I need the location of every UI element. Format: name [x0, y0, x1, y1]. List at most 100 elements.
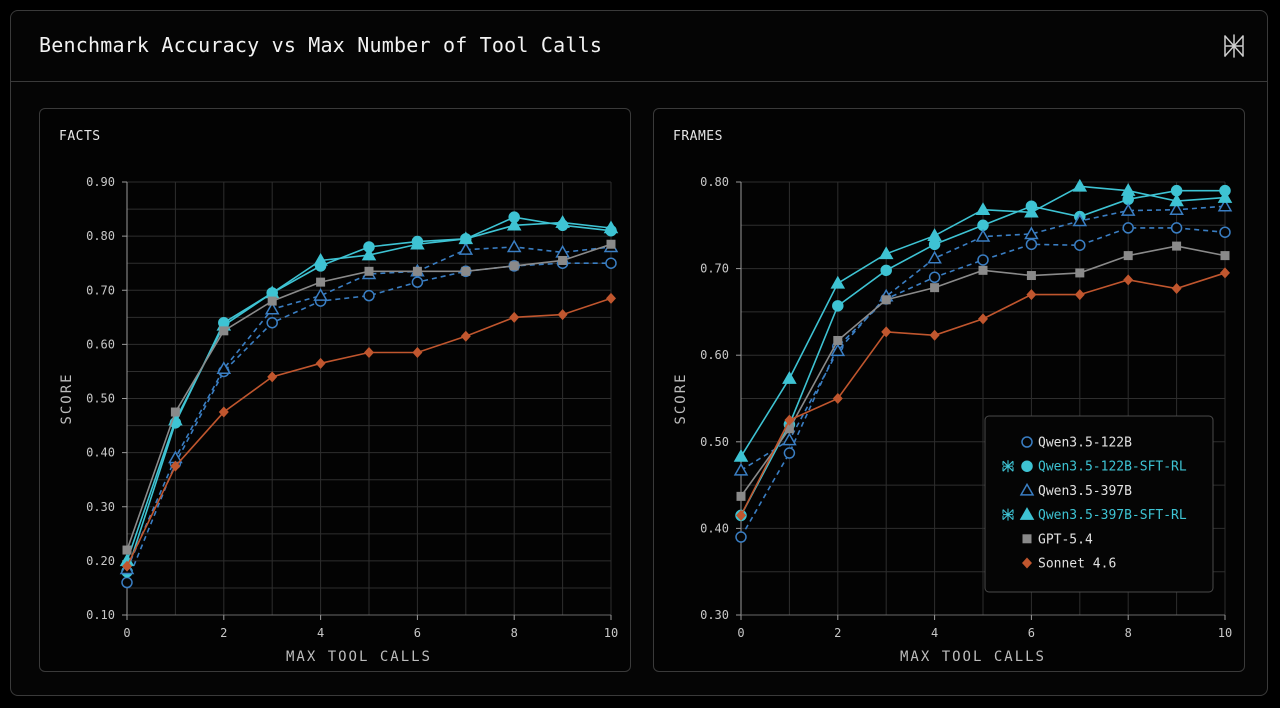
- data-point: [1123, 251, 1133, 261]
- data-point: [509, 311, 520, 323]
- data-point: [927, 228, 942, 241]
- data-point: [978, 265, 988, 275]
- legend-item: Qwen3.5-122B: [1021, 436, 1132, 451]
- legend-item: GPT-5.4: [1022, 532, 1093, 547]
- x-tick-label: 2: [834, 626, 841, 640]
- y-tick-label: 0.80: [700, 175, 729, 189]
- chart-frame: Benchmark Accuracy vs Max Number of Tool…: [10, 10, 1268, 696]
- data-point: [1120, 183, 1136, 196]
- x-tick-label: 0: [123, 626, 130, 640]
- data-point: [170, 407, 180, 417]
- data-point: [461, 266, 471, 276]
- series-sonnet-4-6: [122, 292, 616, 572]
- x-tick-label: 2: [220, 626, 227, 640]
- series-line: [126, 262, 611, 583]
- data-point: [784, 424, 794, 434]
- data-point: [558, 255, 568, 265]
- data-point: [1220, 251, 1230, 261]
- data-point: [218, 406, 229, 418]
- data-point: [1170, 222, 1183, 234]
- y-axis-label: SCORE: [59, 372, 75, 424]
- legend-label: GPT-5.4: [1038, 532, 1093, 547]
- data-point: [1072, 213, 1088, 227]
- x-tick-label: 8: [1125, 626, 1132, 640]
- data-point: [1122, 222, 1134, 234]
- x-tick-label: 6: [414, 626, 421, 640]
- data-point: [1026, 271, 1036, 281]
- data-point: [878, 246, 894, 260]
- y-tick-label: 0.50: [86, 392, 115, 406]
- data-point: [364, 346, 374, 358]
- series-line: [126, 246, 612, 570]
- legend: Qwen3.5-122B Qwen3.5-122B-SFT-RL Qwen3.5-3…: [984, 415, 1214, 593]
- data-point: [1075, 268, 1085, 278]
- data-point: [557, 309, 568, 321]
- data-point: [363, 289, 375, 302]
- data-point: [460, 330, 471, 342]
- data-point: [830, 343, 846, 357]
- data-point: [316, 277, 326, 287]
- chart-frames: 0.30 0.40 0.50 0.60 0.70 0.80 0 2 4 6 8 10 MAX TOOL …: [673, 175, 1233, 665]
- data-point: [1072, 178, 1088, 192]
- page-title: Benchmark Accuracy vs Max Number of Tool…: [39, 33, 603, 57]
- data-point: [313, 252, 328, 266]
- data-point: [977, 219, 989, 232]
- x-axis-label: MAX TOOL CALLS: [286, 649, 432, 665]
- data-point: [784, 414, 795, 426]
- y-tick-label: 0.30: [700, 608, 729, 622]
- data-point: [219, 326, 229, 336]
- data-point: [733, 462, 749, 476]
- data-point: [606, 239, 616, 249]
- x-tick-label: 0: [737, 626, 744, 640]
- data-point: [170, 460, 181, 472]
- legend-box: [984, 415, 1214, 593]
- frames-panel: FRAMES 0.30 0.40 0.50 0.60 0.70 0.80 0 2 4 6 8 10 MA…: [653, 108, 1245, 672]
- legend-label: Qwen3.5-122B-SFT-RL: [1038, 460, 1187, 475]
- data-point: [412, 346, 423, 358]
- data-point: [266, 316, 278, 329]
- data-point: [411, 276, 424, 288]
- spider-logo-icon: [1002, 460, 1014, 473]
- data-point: [735, 531, 747, 543]
- legend-marker: [1021, 460, 1033, 472]
- panel-title-frames: FRAMES: [673, 129, 723, 144]
- x-tick-label: 4: [317, 626, 324, 640]
- y-tick-label: 0.30: [86, 500, 115, 514]
- data-point: [832, 393, 843, 404]
- data-point: [121, 576, 133, 589]
- data-point: [1217, 190, 1233, 203]
- series-gpt-5-4: [736, 241, 1230, 501]
- data-point: [1169, 202, 1184, 215]
- data-point: [361, 247, 377, 261]
- y-tick-label: 0.70: [700, 262, 729, 276]
- data-point: [605, 257, 617, 269]
- legend-item: Qwen3.5-397B-SFT-RL: [1002, 507, 1187, 523]
- x-tick-label: 8: [511, 626, 518, 640]
- series-qwen3-5-397b-sft-rl: [733, 178, 1233, 462]
- data-point: [830, 275, 846, 289]
- data-point: [1171, 283, 1182, 295]
- legend-marker: [1019, 482, 1035, 496]
- y-tick-label: 0.20: [86, 554, 115, 568]
- data-point: [412, 266, 422, 276]
- legend-item: Qwen3.5-397B: [1019, 482, 1132, 499]
- data-point: [833, 335, 843, 345]
- legend-marker: [1021, 436, 1033, 448]
- data-point: [458, 231, 474, 245]
- data-point: [1169, 193, 1184, 207]
- legend-marker: [1019, 507, 1035, 520]
- data-point: [881, 295, 891, 305]
- series-sonnet-4-6: [736, 267, 1230, 521]
- data-point: [783, 447, 796, 459]
- data-point: [1120, 203, 1136, 216]
- legend-marker: [1022, 557, 1032, 569]
- x-tick-label: 4: [931, 626, 938, 640]
- data-point: [264, 301, 280, 315]
- data-point: [1172, 241, 1182, 251]
- data-point: [410, 236, 425, 250]
- y-tick-label: 0.60: [700, 348, 729, 362]
- x-tick-label: 10: [1218, 626, 1232, 640]
- data-point: [1219, 226, 1231, 238]
- header: Benchmark Accuracy vs Max Number of Tool…: [11, 11, 1267, 82]
- data-point: [880, 264, 892, 277]
